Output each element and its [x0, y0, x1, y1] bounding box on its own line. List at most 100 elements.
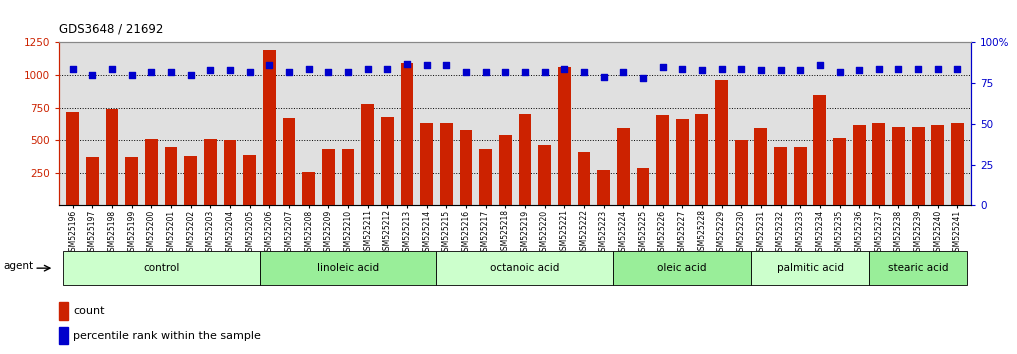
Bar [715, 80, 728, 205]
Point [753, 67, 769, 73]
Bar [381, 117, 394, 205]
Bar [794, 147, 806, 205]
Bar [145, 139, 158, 205]
Bar [892, 127, 905, 205]
Bar [538, 145, 551, 205]
Point [812, 62, 828, 68]
Point [419, 62, 435, 68]
Bar [224, 139, 236, 205]
Bar [578, 152, 590, 205]
Point [517, 69, 533, 75]
Bar [479, 149, 492, 205]
Point [576, 69, 592, 75]
Point [399, 61, 415, 67]
Point [694, 67, 710, 73]
Point [478, 69, 494, 75]
Point [871, 66, 887, 72]
Bar [302, 172, 315, 205]
Text: control: control [143, 263, 179, 273]
Point [890, 66, 906, 72]
Bar [125, 157, 138, 205]
Point [143, 69, 160, 75]
Bar [66, 112, 79, 205]
Point [84, 72, 101, 78]
Bar [440, 123, 453, 205]
Bar [165, 147, 177, 205]
Bar [283, 118, 295, 205]
Point [851, 67, 868, 73]
Point [183, 72, 199, 78]
Bar [322, 149, 335, 205]
Bar [436, 251, 613, 285]
Bar [676, 119, 689, 205]
Point [360, 66, 376, 72]
Bar [833, 138, 846, 205]
Bar [873, 122, 885, 205]
Point [635, 75, 651, 81]
Bar [951, 122, 964, 205]
Point [792, 67, 809, 73]
Text: stearic acid: stearic acid [888, 263, 949, 273]
Bar [751, 251, 869, 285]
Bar [263, 50, 276, 205]
Text: palmitic acid: palmitic acid [777, 263, 843, 273]
Bar [774, 147, 787, 205]
Bar [59, 302, 68, 320]
Bar [59, 327, 68, 344]
Bar [696, 114, 708, 205]
Bar [656, 115, 669, 205]
Bar [460, 130, 472, 205]
Text: percentile rank within the sample: percentile rank within the sample [73, 331, 261, 341]
Point [910, 66, 926, 72]
Bar [184, 156, 197, 205]
Point [536, 69, 552, 75]
Bar [755, 129, 767, 205]
Point [340, 69, 356, 75]
Point [379, 66, 396, 72]
Bar [106, 109, 118, 205]
Bar [637, 168, 649, 205]
Point [615, 69, 632, 75]
Bar [86, 157, 99, 205]
Point [320, 69, 337, 75]
Point [438, 62, 455, 68]
Text: linoleic acid: linoleic acid [317, 263, 379, 273]
Point [281, 69, 297, 75]
Point [772, 67, 788, 73]
Bar [814, 95, 826, 205]
Point [497, 69, 514, 75]
Point [163, 69, 179, 75]
Bar [401, 63, 413, 205]
Bar [204, 139, 217, 205]
Bar [361, 104, 374, 205]
Bar [912, 127, 924, 205]
Point [104, 66, 120, 72]
Point [949, 66, 965, 72]
Point [654, 64, 670, 70]
Bar [735, 139, 747, 205]
Point [674, 66, 691, 72]
Bar [342, 149, 354, 205]
Point [202, 67, 219, 73]
Text: agent: agent [3, 262, 34, 272]
Bar [63, 251, 259, 285]
Point [222, 67, 238, 73]
Point [458, 69, 474, 75]
Point [301, 66, 317, 72]
Bar [558, 67, 571, 205]
Text: GDS3648 / 21692: GDS3648 / 21692 [59, 22, 164, 35]
Point [242, 69, 258, 75]
Point [930, 66, 946, 72]
Point [733, 66, 750, 72]
Point [65, 66, 81, 72]
Bar [243, 155, 256, 205]
Point [713, 66, 729, 72]
Bar [259, 251, 436, 285]
Point [261, 62, 278, 68]
Bar [499, 135, 512, 205]
Bar [932, 125, 944, 205]
Point [556, 66, 573, 72]
Bar [853, 125, 865, 205]
Bar [597, 170, 610, 205]
Text: oleic acid: oleic acid [657, 263, 707, 273]
